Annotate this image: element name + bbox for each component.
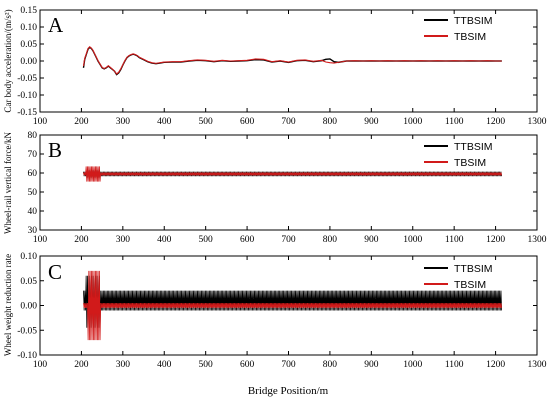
panel-b: B Wheel-rail vertical force/kN 30 40 50 60 7… <box>3 131 547 245</box>
legend-label-tbsim-a: TBSIM <box>454 31 486 43</box>
x-tick-label-a: 400 <box>157 117 172 127</box>
x-ticks-a: 100 200 300 400 500 600 700 800 900 1000 1100 1200 1… <box>33 10 547 127</box>
x-tick-label-c: 1300 <box>528 360 547 370</box>
x-tick-label-a: 600 <box>240 117 255 127</box>
x-tick-label-b: 900 <box>364 235 379 245</box>
y-tick-label-a: -0.10 <box>17 91 37 101</box>
x-tick-label-a: 1000 <box>403 117 422 127</box>
x-tick-label-c: 400 <box>157 360 172 370</box>
x-tick-label-b: 100 <box>33 235 48 245</box>
x-ticks-b: 100 200 300 400 500 600 700 800 900 1000 1100 1200 1… <box>33 135 547 245</box>
x-tick-label-c: 100 <box>33 360 48 370</box>
x-tick-label-c: 1100 <box>445 360 464 370</box>
y-tick-label-b: 40 <box>28 207 38 217</box>
y-axis-label-b: Wheel-rail vertical force/kN <box>3 132 13 234</box>
legend-label-ttbsim-c: TTBSIM <box>454 263 493 275</box>
x-tick-label-b: 700 <box>281 235 296 245</box>
x-tick-label-b: 400 <box>157 235 172 245</box>
panel-letter-a: A <box>48 13 64 37</box>
y-tick-label-a: -0.05 <box>17 74 37 84</box>
x-tick-label-a: 1300 <box>528 117 547 127</box>
y-tick-label-b: 60 <box>28 169 38 179</box>
y-tick-label-a: 0.05 <box>20 40 37 50</box>
x-tick-label-a: 700 <box>281 117 296 127</box>
x-tick-label-b: 800 <box>323 235 338 245</box>
legend-b: TTBSIM TBSIM <box>424 141 493 169</box>
x-tick-label-a: 500 <box>199 117 214 127</box>
panel-letter-b: B <box>48 138 62 162</box>
series-band-tbsim-b <box>83 166 503 182</box>
y-tick-label-b: 50 <box>28 188 38 198</box>
x-tick-label-b: 500 <box>199 235 214 245</box>
y-tick-label-a: 0.10 <box>20 23 37 33</box>
x-tick-label-c: 800 <box>323 360 338 370</box>
x-tick-label-c: 200 <box>74 360 89 370</box>
y-tick-label-c: -0.05 <box>17 326 37 336</box>
y-tick-label-a: 0.00 <box>20 57 37 67</box>
x-ticks-c: 100 200 300 400 500 600 700 800 900 1000 1100 1200 1… <box>33 256 547 370</box>
x-tick-label-c: 1000 <box>403 360 422 370</box>
x-tick-label-b: 300 <box>116 235 131 245</box>
x-tick-label-b: 1200 <box>486 235 505 245</box>
x-tick-label-b: 200 <box>74 235 89 245</box>
x-tick-label-a: 200 <box>74 117 89 127</box>
x-tick-label-a: 300 <box>116 117 131 127</box>
legend-c: TTBSIM TBSIM <box>424 263 493 291</box>
series-group-b <box>83 166 503 182</box>
x-tick-label-a: 900 <box>364 117 379 127</box>
y-axis-label-a: Car body acceleration/(m/s²) <box>3 9 13 112</box>
x-tick-label-c: 600 <box>240 360 255 370</box>
y-tick-label-a: 0.15 <box>20 6 37 16</box>
x-tick-label-b: 1100 <box>445 235 464 245</box>
x-tick-label-b: 600 <box>240 235 255 245</box>
y-axis-label-c: Wheel weight reduction rate <box>3 254 13 356</box>
y-tick-label-b: 30 <box>28 226 38 236</box>
x-tick-label-c: 500 <box>199 360 214 370</box>
y-tick-label-c: 0.05 <box>20 277 37 287</box>
y-tick-label-c: 0.10 <box>20 252 37 262</box>
y-ticks-a: -0.15 -0.10 -0.05 0.00 0.05 0.10 0.15 <box>17 6 537 118</box>
legend-a: TTBSIM TBSIM <box>424 15 493 43</box>
legend-label-tbsim-b: TBSIM <box>454 157 486 169</box>
panel-c: C Wheel weight reduction rate -0.10 -0.05… <box>3 252 547 370</box>
series-line-tbsim-a <box>82 45 502 75</box>
x-tick-label-c: 300 <box>116 360 131 370</box>
x-tick-label-a: 1200 <box>486 117 505 127</box>
y-tick-label-c: -0.10 <box>17 351 37 361</box>
x-tick-label-a: 800 <box>323 117 338 127</box>
legend-label-ttbsim-b: TTBSIM <box>454 141 493 153</box>
y-tick-label-b: 70 <box>28 150 38 160</box>
x-tick-label-b: 1300 <box>528 235 547 245</box>
y-ticks-c: -0.10 -0.05 0.00 0.05 0.10 <box>17 252 537 361</box>
y-tick-label-a: -0.15 <box>17 108 37 118</box>
y-tick-label-c: 0.00 <box>20 302 37 312</box>
series-group-a <box>82 45 502 76</box>
x-tick-label-c: 700 <box>281 360 296 370</box>
panel-letter-c: C <box>48 260 62 284</box>
legend-label-ttbsim-a: TTBSIM <box>454 15 493 27</box>
y-ticks-b: 30 40 50 60 70 80 <box>28 131 537 236</box>
x-tick-label-c: 1200 <box>486 360 505 370</box>
x-tick-label-a: 100 <box>33 117 48 127</box>
x-tick-label-c: 900 <box>364 360 379 370</box>
series-band-tbsim-c <box>83 270 503 341</box>
x-tick-label-a: 1100 <box>445 117 464 127</box>
panel-a: A Car body acceleration/(m/s²) -0.15-0.1… <box>3 6 547 127</box>
legend-label-tbsim-c: TBSIM <box>454 279 486 291</box>
x-axis-label: Bridge Position/m <box>248 385 329 397</box>
x-tick-label-b: 1000 <box>403 235 422 245</box>
series-group-c <box>83 270 503 341</box>
y-tick-label-b: 80 <box>28 131 38 141</box>
